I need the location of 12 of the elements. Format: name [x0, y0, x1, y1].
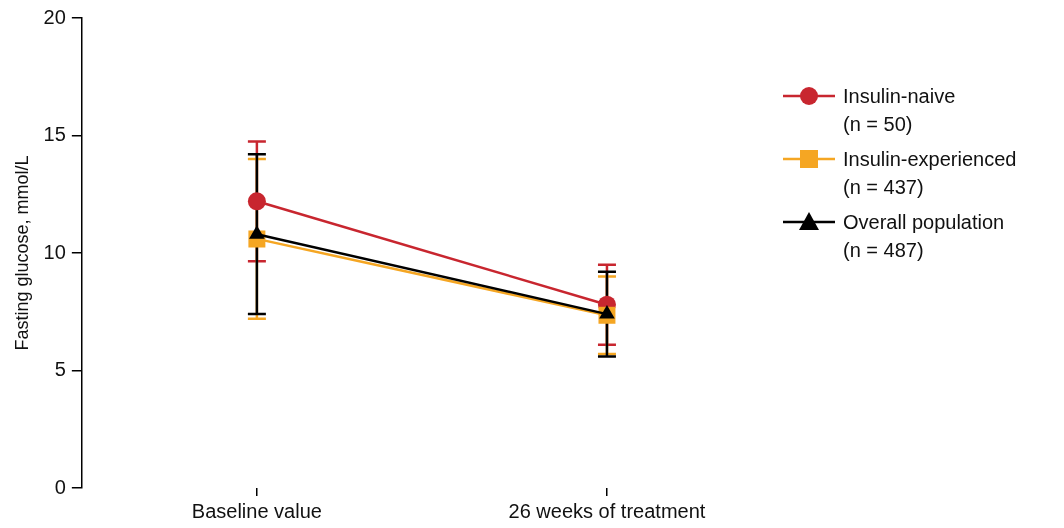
- y-tick-label: 5: [54, 358, 66, 381]
- y-axis-title: Fasting glucose, mmol/L: [11, 155, 32, 351]
- y-tick-label: 0: [54, 475, 66, 498]
- y-tick-label: 10: [43, 240, 66, 263]
- x-tick-label: 26 weeks of treatment: [508, 499, 706, 522]
- legend-label: Insulin-naive (n = 50): [843, 84, 956, 137]
- legend-label: Overall population (n = 487): [843, 210, 1005, 263]
- point: [247, 192, 266, 211]
- legend-label: Insulin-experienced (n = 437): [843, 147, 1017, 200]
- x-tick-label: Baseline value: [191, 499, 322, 522]
- y-tick-label: 15: [43, 123, 66, 146]
- y-tick-label: 20: [43, 5, 66, 28]
